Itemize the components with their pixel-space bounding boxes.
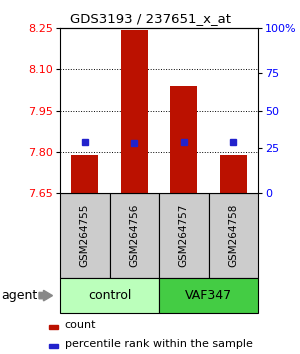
Text: GDS3193 / 237651_x_at: GDS3193 / 237651_x_at	[70, 12, 230, 25]
Bar	[60, 278, 159, 313]
Bar	[208, 193, 258, 278]
Text: agent: agent	[2, 289, 38, 302]
Bar	[60, 193, 110, 278]
Text: count: count	[64, 320, 96, 330]
Bar	[170, 86, 197, 193]
Bar	[159, 278, 258, 313]
Bar	[220, 155, 247, 193]
Text: control: control	[88, 289, 131, 302]
Bar	[121, 30, 148, 193]
Text: GSM264756: GSM264756	[129, 204, 139, 267]
Bar	[49, 325, 58, 329]
Text: VAF347: VAF347	[185, 289, 232, 302]
Bar	[49, 344, 58, 348]
Bar	[159, 193, 208, 278]
Text: GSM264757: GSM264757	[179, 204, 189, 267]
Text: percentile rank within the sample: percentile rank within the sample	[64, 339, 253, 349]
Bar	[71, 155, 98, 193]
Bar	[110, 193, 159, 278]
Text: GSM264758: GSM264758	[228, 204, 238, 267]
Text: GSM264755: GSM264755	[80, 204, 90, 267]
